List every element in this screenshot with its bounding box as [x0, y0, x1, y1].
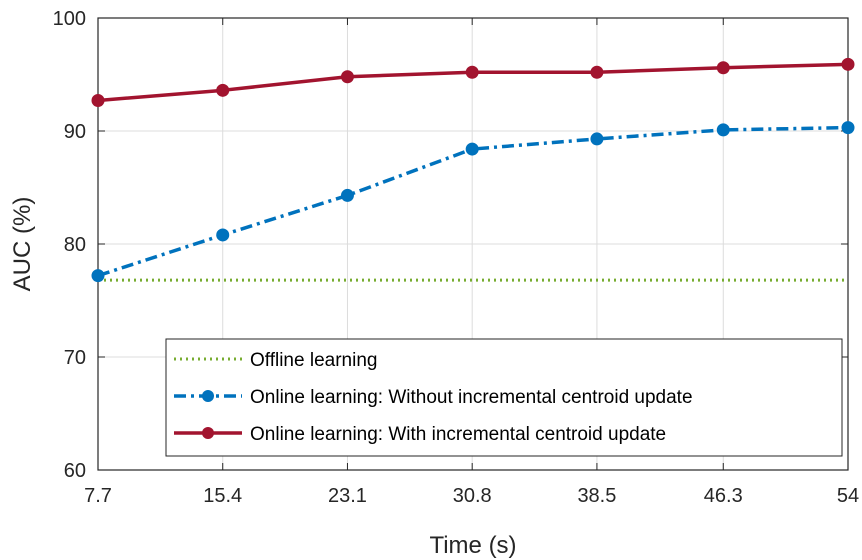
legend: Offline learning Online learning: Without… — [165, 338, 843, 457]
data-point — [465, 65, 479, 79]
y-axis: 60 70 80 90 100 — [53, 8, 848, 482]
x-tick-label: 15.4 — [203, 485, 242, 507]
legend-label: Online learning: With incremental centro… — [250, 424, 666, 445]
legend-label: Online learning: Without incremental cen… — [250, 387, 693, 408]
data-point — [716, 61, 730, 75]
data-point — [91, 269, 105, 283]
series-layer — [91, 57, 855, 283]
x-tick-label: 46.3 — [704, 485, 743, 507]
y-tick-label: 60 — [64, 460, 86, 482]
x-tick-label: 30.8 — [453, 485, 492, 507]
legend-marker — [202, 427, 214, 439]
legend-box — [165, 338, 843, 457]
y-tick-label: 100 — [53, 8, 86, 30]
series — [91, 57, 855, 107]
y-tick-label: 90 — [64, 121, 86, 143]
x-tick-label: 23.1 — [328, 485, 367, 507]
data-point — [841, 121, 855, 135]
y-tick-label: 70 — [64, 347, 86, 369]
data-point — [216, 228, 230, 242]
data-point — [590, 132, 604, 146]
x-tick-label: 38.5 — [577, 485, 616, 507]
legend-marker — [202, 390, 214, 402]
data-point — [216, 83, 230, 97]
data-point — [716, 123, 730, 137]
data-point — [340, 70, 354, 84]
legend-item: Online learning: Without incremental cen… — [174, 387, 693, 408]
y-axis-label: AUC (%) — [9, 197, 36, 292]
data-point — [841, 57, 855, 71]
data-point — [465, 142, 479, 156]
legend-item: Online learning: With incremental centro… — [174, 424, 666, 445]
y-tick-label: 80 — [64, 234, 86, 256]
data-point — [91, 93, 105, 107]
series — [91, 121, 855, 283]
data-point — [340, 188, 354, 202]
x-tick-label: 7.7 — [84, 485, 112, 507]
x-axis-label: Time (s) — [429, 532, 516, 559]
legend-label: Offline learning — [250, 350, 377, 371]
x-tick-label: 54 — [837, 485, 859, 507]
data-point — [590, 65, 604, 79]
legend-item: Offline learning — [174, 350, 377, 371]
x-axis: 7.7 15.4 23.1 30.8 38.5 46.3 54 — [84, 18, 859, 507]
